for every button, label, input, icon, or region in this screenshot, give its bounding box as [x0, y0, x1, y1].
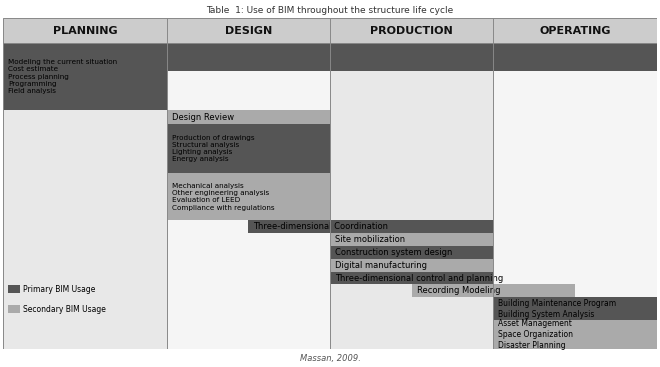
- Text: Three-dimensional Coordination: Three-dimensional Coordination: [253, 222, 388, 231]
- Bar: [167, 124, 330, 173]
- Bar: [3, 18, 167, 349]
- Text: Table  1: Use of BIM throughout the structure life cycle: Table 1: Use of BIM throughout the struc…: [207, 6, 453, 15]
- Bar: [494, 320, 657, 349]
- Text: PRODUCTION: PRODUCTION: [370, 26, 453, 36]
- Bar: [8, 285, 20, 293]
- Text: PLANNING: PLANNING: [53, 26, 117, 36]
- Text: Modeling the current situation
Cost estimate
Process planning
Programming
Field : Modeling the current situation Cost esti…: [8, 59, 117, 94]
- Text: Mechanical analysis
Other engineering analysis
Evaluation of LEED
Compliance wit: Mechanical analysis Other engineering an…: [172, 183, 274, 211]
- Bar: [412, 284, 575, 297]
- Bar: [330, 259, 494, 272]
- Text: Digital manufacturing: Digital manufacturing: [335, 261, 427, 270]
- Bar: [167, 18, 330, 349]
- Bar: [167, 173, 330, 220]
- Bar: [330, 246, 494, 259]
- Text: Massan, 2009.: Massan, 2009.: [300, 354, 360, 363]
- Text: OPERATING: OPERATING: [539, 26, 610, 36]
- Text: Production of drawings
Structural analysis
Lighting analysis
Energy analysis: Production of drawings Structural analys…: [172, 135, 254, 163]
- Text: Site mobilization: Site mobilization: [335, 235, 405, 244]
- Bar: [3, 43, 167, 110]
- Bar: [3, 18, 657, 43]
- Bar: [330, 18, 494, 349]
- Text: Three-dimensional control and planning: Three-dimensional control and planning: [335, 273, 503, 283]
- Text: Secondary BIM Usage: Secondary BIM Usage: [23, 305, 106, 313]
- Bar: [330, 272, 494, 284]
- Text: Asset Management
Space Organization
Disaster Planning: Asset Management Space Organization Disa…: [498, 319, 574, 350]
- Bar: [167, 110, 330, 124]
- Bar: [167, 43, 494, 70]
- Text: Construction system design: Construction system design: [335, 248, 452, 257]
- Bar: [330, 233, 494, 246]
- Text: Recording Modeling: Recording Modeling: [416, 286, 500, 295]
- Text: Design Review: Design Review: [172, 113, 234, 122]
- Text: DESIGN: DESIGN: [224, 26, 272, 36]
- Bar: [494, 43, 657, 70]
- Bar: [248, 220, 494, 233]
- Text: Building Maintenance Program
Building System Analysis: Building Maintenance Program Building Sy…: [498, 299, 616, 319]
- Bar: [494, 297, 657, 320]
- Text: Primary BIM Usage: Primary BIM Usage: [23, 285, 95, 294]
- Bar: [8, 305, 20, 313]
- Bar: [494, 18, 657, 349]
